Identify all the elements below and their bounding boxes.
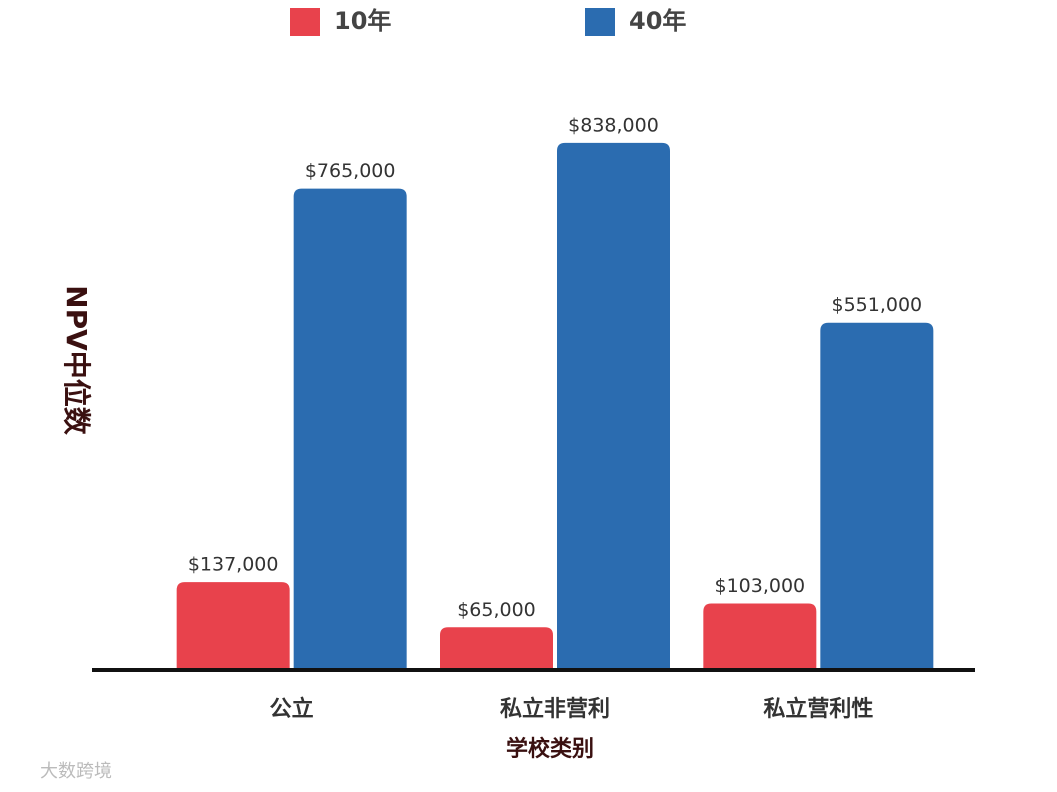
bar bbox=[293, 188, 407, 668]
value-label: $551,000 bbox=[831, 294, 922, 316]
watermark: 大数跨境 bbox=[40, 761, 112, 782]
bar bbox=[557, 142, 670, 668]
legend-label: 10年 bbox=[334, 7, 391, 35]
x-tick-label: 私立非营利 bbox=[500, 696, 610, 722]
legend-label: 40年 bbox=[629, 7, 686, 35]
x-tick-label: 私立营利性 bbox=[763, 696, 873, 722]
x-axis-label: 学校类别 bbox=[506, 736, 594, 762]
bar bbox=[703, 603, 817, 668]
bar bbox=[176, 582, 290, 668]
value-label: $765,000 bbox=[305, 160, 396, 182]
x-tick-label: 公立 bbox=[270, 696, 314, 722]
bar bbox=[440, 627, 553, 668]
legend-swatch bbox=[585, 8, 615, 36]
value-label: $838,000 bbox=[568, 114, 659, 136]
value-label: $65,000 bbox=[457, 599, 536, 621]
y-axis-label: NPV中位数 bbox=[60, 285, 93, 436]
value-label: $137,000 bbox=[188, 554, 279, 576]
value-label: $103,000 bbox=[714, 575, 805, 597]
legend-swatch bbox=[290, 8, 320, 36]
bar bbox=[820, 322, 934, 668]
